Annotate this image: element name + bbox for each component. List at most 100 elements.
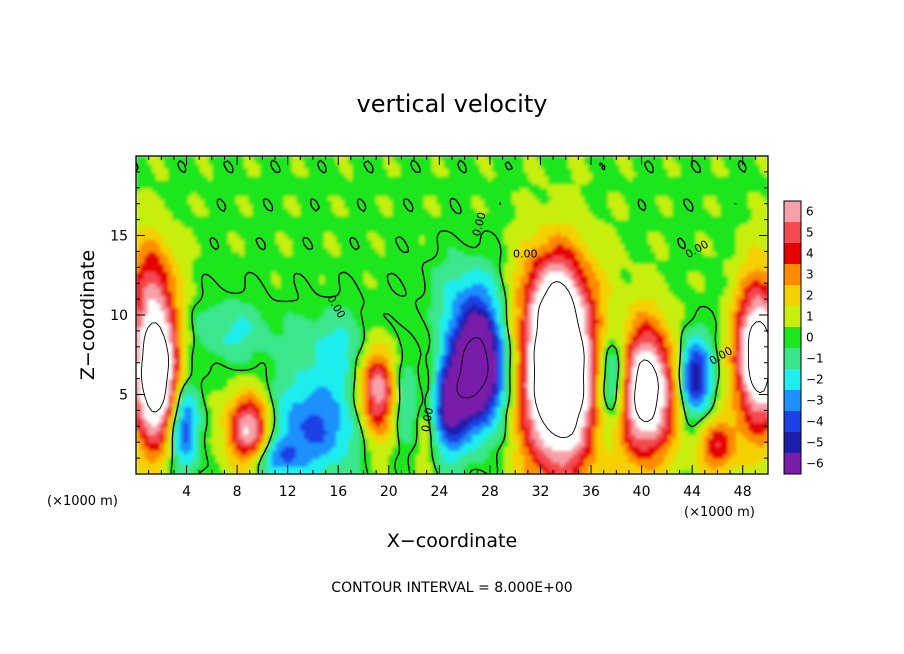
heatmap-cell [400,454,405,459]
heatmap-cell [724,466,729,471]
heatmap-cell [512,350,517,356]
heatmap-cell [176,382,181,388]
heatmap-cell [452,434,457,439]
heatmap-cell [568,390,573,396]
heatmap-cell [516,442,521,447]
heatmap-cell [556,382,561,388]
heatmap-cell [184,386,189,392]
heatmap-cell [264,386,269,392]
heatmap-cell [552,434,557,439]
heatmap-cell [652,390,657,396]
heatmap-cell [472,382,477,388]
heatmap-cell [748,398,753,404]
heatmap-cell [444,350,449,356]
heatmap-cell [336,458,341,463]
heatmap-cell [284,430,289,435]
heatmap-cell [432,422,437,427]
heatmap-cell [624,418,629,423]
heatmap-cell [596,390,601,396]
heatmap-cell [424,450,429,455]
heatmap-cell [220,458,225,463]
heatmap-cell [256,442,261,447]
heatmap-cell [732,382,737,388]
heatmap-cell [744,438,749,443]
heatmap-cell [736,454,741,459]
heatmap-cell [456,386,461,392]
heatmap-cell [560,454,565,459]
heatmap-cell [672,442,677,447]
heatmap-cell [748,354,753,360]
heatmap-cell [184,354,189,360]
heatmap-cell [444,370,449,376]
heatmap-cell [284,358,289,364]
heatmap-cell [484,406,489,412]
heatmap-cell [172,462,177,467]
heatmap-cell [588,450,593,455]
heatmap-cell [596,418,601,423]
heatmap-cell [480,418,485,423]
heatmap-cell [504,390,509,396]
heatmap-cell [240,394,245,400]
heatmap-cell [284,442,289,447]
heatmap-cell [192,350,197,356]
heatmap-cell [196,382,201,388]
heatmap-cell [620,458,625,463]
heatmap-cell [560,402,565,408]
heatmap-cell [272,366,277,372]
heatmap-cell [328,418,333,423]
heatmap-cell [148,370,153,376]
heatmap-cell [432,410,437,415]
heatmap-cell [264,410,269,415]
heatmap-cell [596,362,601,368]
heatmap-cell [444,406,449,412]
heatmap-cell [144,370,149,376]
heatmap-cell [212,470,217,474]
heatmap-cell [460,370,465,376]
heatmap-cell [552,410,557,415]
heatmap-cell [700,410,705,415]
heatmap-cell [200,346,205,352]
heatmap-cell [336,386,341,392]
heatmap-cell [404,422,409,427]
heatmap-cell [312,382,317,388]
heatmap-cell [632,462,637,467]
heatmap-cell [568,402,573,408]
heatmap-cell [476,430,481,435]
heatmap-cell [396,442,401,447]
heatmap-cell [360,450,365,455]
heatmap-cell [376,462,381,467]
heatmap-cell [672,354,677,360]
heatmap-cell [752,458,757,463]
heatmap-cell [408,354,413,360]
heatmap-cell [152,466,157,471]
heatmap-cell [752,434,757,439]
heatmap-cell [180,402,185,408]
heatmap-cell [620,414,625,419]
heatmap-cell [284,354,289,360]
heatmap-cell [136,454,141,459]
heatmap-cell [180,434,185,439]
heatmap-cell [588,402,593,408]
heatmap-cell [144,406,149,412]
heatmap-cell [312,462,317,467]
heatmap-cell [572,402,577,408]
heatmap-cell [328,394,333,400]
heatmap-cell [508,426,513,431]
heatmap-cell [552,378,557,384]
heatmap-cell [172,382,177,388]
heatmap-cell [576,410,581,415]
heatmap-cell [248,446,253,451]
heatmap-cell [628,382,633,388]
heatmap-cell [320,458,325,463]
heatmap-cell [292,430,297,435]
heatmap-cell [356,422,361,427]
heatmap-cell [656,458,661,463]
heatmap-cell [480,362,485,368]
heatmap-cell [428,442,433,447]
heatmap-cell [456,358,461,364]
heatmap-cell [384,366,389,372]
heatmap-cell [516,470,521,474]
heatmap-cell [336,450,341,455]
heatmap-cell [188,402,193,408]
heatmap-cell [712,370,717,376]
